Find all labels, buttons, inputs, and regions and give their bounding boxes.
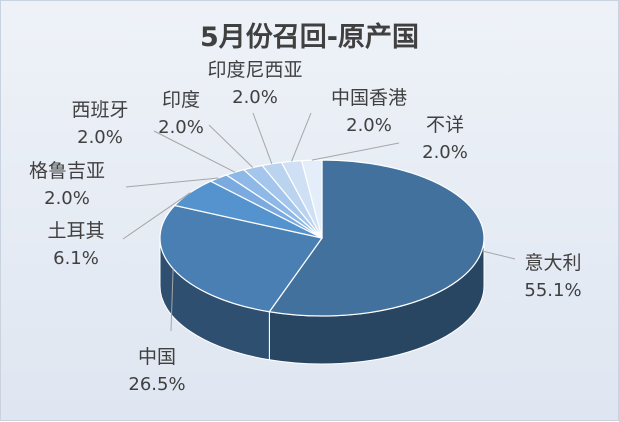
slice-e4b8ade59bbde9a699e6b8af-percent-label: 2.0% <box>346 115 392 136</box>
slice-e8a5bfe78fade78999-category-label: 西班牙 <box>71 99 128 121</box>
slice-e6a0bce9b281e59089e4ba9a-category-label: 格鲁吉亚 <box>29 160 105 182</box>
slice-e4b8ade59bbd-leader-line <box>170 268 174 332</box>
slice-e4b8ade59bbde9a699e6b8af-category-label: 中国香港 <box>331 87 407 109</box>
slice-e4b88de8afa6-category-label: 不详 <box>426 114 464 136</box>
slice-e6848fe5a4a7e588a9 <box>268 159 485 317</box>
slice-e6848fe5a4a7e588a9-leader-line <box>481 250 516 260</box>
slice-e4b88de8afa6-leader-line <box>311 142 400 161</box>
slice-e58db0e5baa6-percent-label: 2.0% <box>158 117 204 138</box>
slice-e4b88de8afa6-percent-label: 2.0% <box>422 142 468 163</box>
slice-e8a5bfe78fade78999-percent-label: 2.0% <box>77 127 123 148</box>
slice-e59c9fe880b3e585b6-percent-label: 6.1% <box>53 248 99 269</box>
slice-e58db0e5baa6e5b0bce8a5bfe4ba9a-percent-label: 2.0% <box>232 87 278 108</box>
slice-e6a0bce9b281e59089e4ba9a-percent-label: 2.0% <box>44 188 90 209</box>
slice-e6848fe5a4a7e588a9-percent-label: 55.1% <box>524 280 581 301</box>
slice-e4b8ade59bbd-category-label: 中国 <box>138 346 176 368</box>
slice-e4b8ade59bbd-percent-label: 26.5% <box>128 374 185 395</box>
slice-e59c9fe880b3e585b6-leader-line <box>122 192 191 240</box>
slice-e58db0e5baa6-leader-line <box>208 124 254 168</box>
chart-title: 5月份召回-原产国 <box>200 22 419 53</box>
slice-e58db0e5baa6-category-label: 印度 <box>162 89 200 111</box>
slice-e58db0e5baa6e5b0bce8a5bfe4ba9a-leader-line <box>252 112 273 165</box>
slice-e58db0e5baa6e5b0bce8a5bfe4ba9a-category-label: 印度尼西亚 <box>207 59 302 81</box>
slice-e6848fe5a4a7e588a9-category-label: 意大利 <box>524 252 581 274</box>
slice-e8a5bfe78fade78999-leader-line <box>153 130 236 173</box>
slice-e4b88de8afa6 <box>300 159 323 239</box>
slice-e6a0bce9b281e59089e4ba9a-leader-line <box>125 177 219 188</box>
slice-e4b8ade59bbde9a699e6b8af-leader-line <box>291 112 312 162</box>
slice-e59c9fe880b3e585b6-category-label: 土耳其 <box>47 220 104 242</box>
